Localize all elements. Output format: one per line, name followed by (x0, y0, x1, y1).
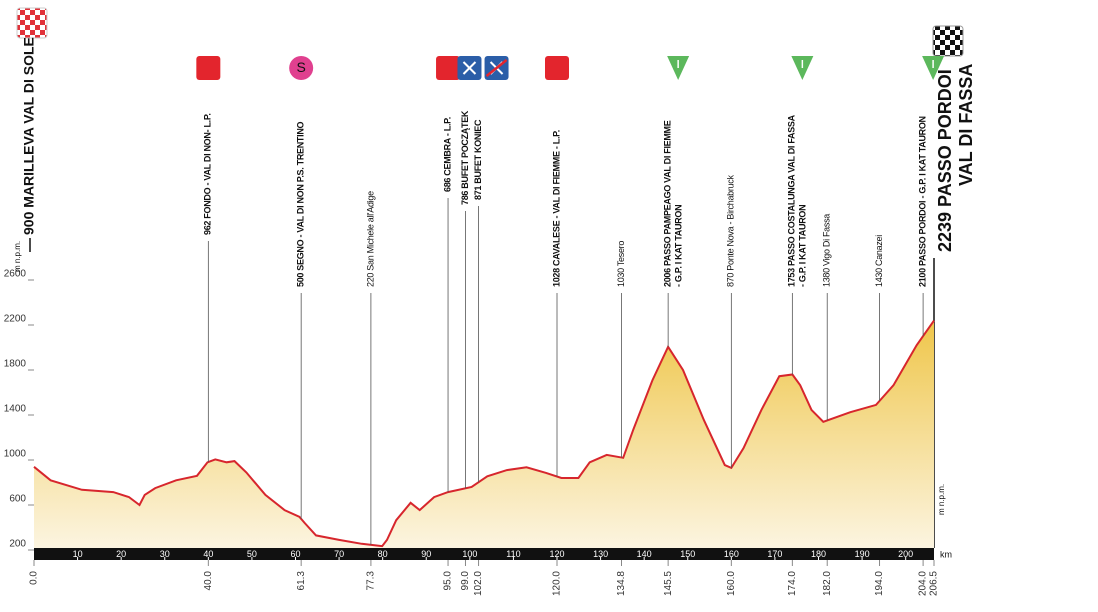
bar-tick-label: 70 (334, 549, 344, 559)
x-tick-label: 61.3 (296, 571, 307, 591)
y-unit: m n.p.m. (13, 241, 22, 272)
bar-tick-label: 10 (73, 549, 83, 559)
waypoint-label: 2006 PASSO PAMPEAGO VAL DI FIEMME (663, 120, 673, 287)
waypoint-label: 1753 PASSO COSTALUNGA VAL DI FASSA (787, 114, 797, 287)
waypoint-label: 786 BUFET POCZĄTEK (460, 110, 470, 205)
bar-tick-label: 120 (549, 549, 564, 559)
x-tick-label: 160.0 (726, 571, 737, 596)
start-flag (16, 7, 48, 39)
icon-intermediate (436, 56, 461, 80)
x-tick-label: 0.0 (29, 571, 40, 585)
x-tick-label: 134.8 (616, 571, 627, 596)
x-tick-label: 204.0 (918, 571, 929, 596)
y-tick-label: 2200 (4, 314, 27, 325)
x-tick-label: 174.0 (787, 571, 798, 596)
y-unit: m n.p.m. (937, 484, 946, 515)
bar-tick-label: 190 (855, 549, 870, 559)
bar-tick-label: 140 (637, 549, 652, 559)
km-bar (34, 548, 934, 560)
bar-tick-label: 150 (680, 549, 695, 559)
icon-sprint (289, 56, 314, 80)
waypoint-label: 870 Ponte Nova - Birchabruck (726, 175, 736, 287)
waypoint-label: 1380 Vigo Di Fassa (822, 214, 832, 287)
bar-tick-label: 80 (378, 549, 388, 559)
bar-tick-label: 160 (724, 549, 739, 559)
bar-tick-label: 110 (506, 549, 520, 559)
waypoint-label: 962 FONDO - VAL DI NON- L.P. (203, 113, 213, 235)
waypoint-label: 500 SEGNO - VAL DI NON P.S. TRENTINO (296, 121, 306, 287)
profile-line (33, 320, 935, 548)
y-tick-label: 2600 (4, 269, 27, 280)
bar-tick-label: 40 (203, 549, 213, 559)
y-tick-label: 1000 (4, 449, 27, 460)
y-tick-label: 1400 (4, 404, 27, 415)
waypoint-label: 1028 CAVALESE - VAL DI FIEMME - L.P. (551, 130, 561, 287)
x-tick-label: 77.3 (366, 571, 377, 591)
waypoint-label: 686 CEMBRA - L.P. (442, 117, 452, 192)
y-tick-label: 600 (9, 494, 26, 505)
x-unit: km (940, 549, 952, 559)
waypoint-label: 1030 Tesero (616, 241, 626, 287)
waypoint-label: 2100 PASSO PORDOI - G.P. I KAT TAURON (917, 116, 927, 287)
x-tick-label: 182.0 (822, 571, 833, 596)
icon-feed-cross (485, 59, 508, 77)
icon-sprint-text: S (296, 59, 305, 75)
waypoint-label: - G.P. I KAT TAURON (798, 205, 808, 287)
waypoint-label: 220 San Michele all'Adige (365, 191, 375, 287)
icon-feed-knife (462, 61, 477, 75)
finish-flag (932, 25, 964, 57)
x-tick-label: 194.0 (874, 571, 885, 596)
x-tick-label: 102.0 (473, 571, 484, 596)
bar-tick-label: 30 (160, 549, 170, 559)
y-tick-label: 1800 (4, 359, 27, 370)
waypoint-label: - G.P. I KAT TAURON (674, 205, 684, 287)
bar-tick-label: 90 (421, 549, 431, 559)
waypoint-label: 871 BUFET KONIEC (473, 119, 483, 200)
finish-label: VAL DI FASSA (956, 64, 976, 186)
x-tick-label: 206.5 (929, 571, 940, 596)
bar-tick-label: 170 (767, 549, 782, 559)
bar-tick-label: 60 (290, 549, 300, 559)
bar-tick-label: 50 (247, 549, 257, 559)
bar-tick-label: 20 (116, 549, 126, 559)
waypoint-label: 1430 Canazei (874, 235, 884, 287)
x-tick-label: 120.0 (552, 571, 563, 596)
bar-tick-label: 100 (462, 549, 477, 559)
icon-intermediate (545, 56, 570, 80)
x-tick-label: 40.0 (203, 571, 214, 591)
bar-tick-label: 130 (593, 549, 608, 559)
x-tick-label: 99.0 (460, 571, 471, 591)
finish-label: 2239 PASSO PORDOI (935, 69, 955, 252)
profile-area (34, 320, 934, 550)
icon-intermediate (196, 56, 221, 80)
bar-tick-label: 180 (811, 549, 826, 559)
x-tick-label: 95.0 (443, 571, 454, 591)
bar-tick-label: 200 (898, 549, 913, 559)
start-label: 900 MARILLEVA VAL DI SOLE (21, 37, 37, 235)
y-tick-label: 200 (9, 539, 26, 550)
x-tick-label: 145.5 (663, 571, 674, 596)
